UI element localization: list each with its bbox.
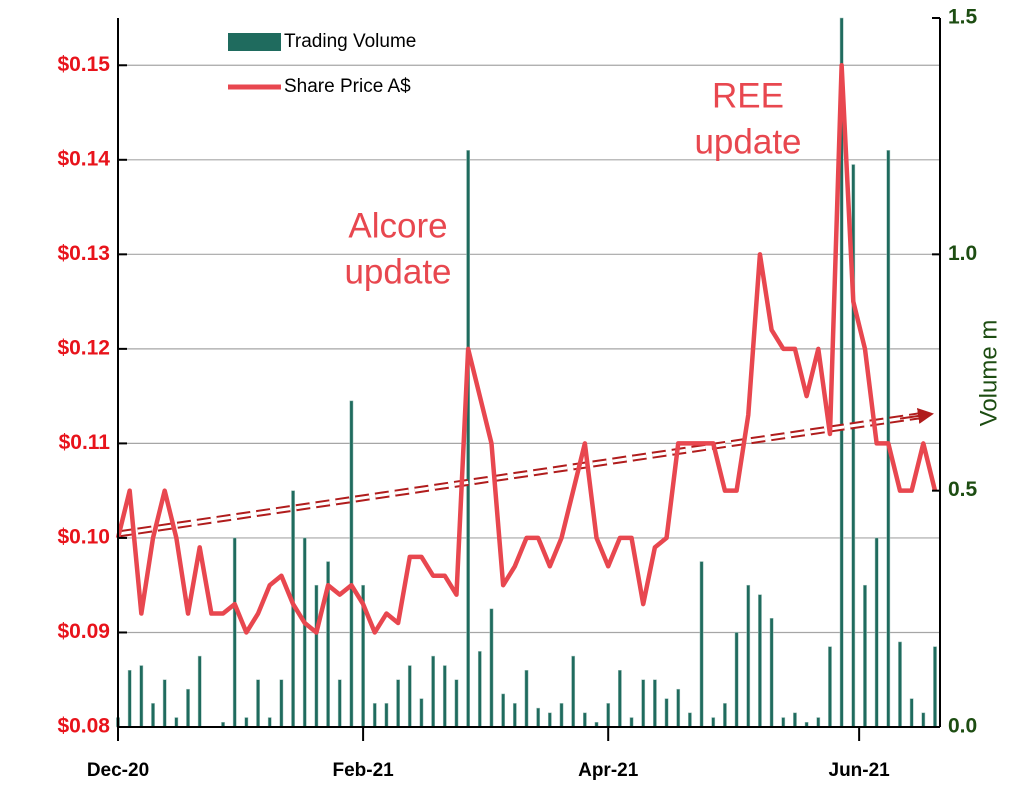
legend-label: Trading Volume — [284, 31, 416, 52]
volume-bar — [688, 712, 692, 728]
volume-bar — [477, 651, 482, 728]
legend-swatch — [228, 33, 281, 51]
volume-bar — [454, 679, 459, 728]
volume-bar — [127, 670, 132, 728]
annotation: update — [694, 122, 801, 161]
volume-bar — [396, 679, 400, 728]
volume-bar — [629, 717, 634, 728]
volume-bars — [116, 17, 937, 728]
volume-bar — [664, 698, 669, 728]
y-tick-label: $0.10 — [57, 525, 110, 548]
x-tick-label: Feb-21 — [332, 760, 394, 781]
volume-bar — [349, 400, 354, 728]
price-line-group — [115, 63, 938, 635]
y-tick-label: $0.13 — [57, 242, 110, 265]
volume-bar — [676, 688, 681, 728]
volume-bar — [186, 688, 190, 728]
volume-bar — [559, 703, 564, 728]
annotation: REE — [712, 76, 784, 115]
volume-bar — [174, 717, 179, 728]
volume-bar — [641, 679, 646, 728]
volume-bar — [874, 537, 879, 728]
volume-bar — [197, 655, 202, 728]
volume-bar — [583, 712, 587, 728]
volume-bar — [793, 712, 797, 728]
y-tick-label: $0.15 — [57, 53, 110, 76]
volume-bar — [816, 717, 821, 728]
volume-bar — [769, 618, 774, 728]
y2-tick-label: 0.0 — [948, 715, 977, 738]
y-tick-label: $0.14 — [57, 147, 110, 170]
y2-axis-label: Volume m — [975, 320, 1002, 427]
volume-bar — [431, 655, 435, 728]
volume-bar — [909, 698, 914, 728]
volume-bar — [512, 703, 517, 728]
volume-bar — [723, 703, 727, 728]
volume-bar — [162, 679, 167, 728]
volume-bar — [372, 703, 377, 728]
volume-bar — [244, 717, 249, 728]
volume-bar — [419, 698, 424, 728]
labels: $0.08 $0.09 $0.10 $0.11 $0.12 $0.13 $0.14 $0.15… — [57, 6, 977, 781]
y2-tick-label: 1.5 — [948, 6, 978, 29]
volume-bar — [571, 655, 576, 728]
volume-bar — [828, 646, 832, 728]
volume-bar — [886, 150, 891, 728]
volume-bar — [536, 707, 541, 728]
volume-bar — [501, 693, 506, 728]
volume-bar — [898, 641, 902, 728]
y2-tick-label: 1.0 — [948, 242, 977, 265]
volume-bar — [781, 717, 786, 728]
volume-bar — [279, 679, 284, 728]
x-tick-label: Jun-21 — [829, 760, 891, 781]
y-tick-label: $0.08 — [57, 715, 110, 738]
annotation: Alcore — [348, 206, 447, 245]
volume-bar — [314, 584, 319, 728]
volume-bar — [466, 150, 470, 728]
volume-bar — [618, 670, 622, 728]
volume-bar — [302, 537, 307, 728]
volume-bar — [734, 632, 739, 728]
volume-bar — [442, 665, 447, 728]
volume-bar — [758, 594, 762, 728]
volume-bar — [863, 584, 867, 728]
volume-bar — [711, 717, 716, 728]
volume-bar — [151, 703, 155, 728]
y-tick-label: $0.11 — [59, 431, 111, 454]
x-tick-label: Dec-20 — [87, 760, 149, 781]
annotation: update — [344, 252, 451, 291]
volume-bar — [407, 665, 412, 728]
volume-bar — [653, 679, 657, 728]
x-tick-label: Apr-21 — [578, 760, 639, 781]
legend-label: Share Price A$ — [284, 76, 411, 97]
grid — [118, 64, 940, 728]
price-line — [115, 63, 938, 635]
volume-bar — [606, 703, 611, 728]
y-tick-label: $0.09 — [57, 620, 110, 643]
volume-bar — [256, 679, 260, 728]
volume-bar — [699, 561, 704, 728]
trend-arrow-inner — [117, 413, 926, 536]
volume-bar — [547, 712, 552, 728]
volume-bar — [232, 537, 237, 728]
volume-bar — [337, 679, 342, 728]
volume-bar — [384, 703, 389, 728]
trend-arrow-head — [899, 408, 934, 424]
volume-bar — [524, 670, 529, 728]
volume-bar — [933, 646, 937, 728]
volume-bar — [267, 717, 272, 728]
volume-bar — [489, 608, 494, 728]
y2-tick-label: 0.5 — [948, 478, 978, 501]
volume-bar — [921, 712, 926, 728]
volume-bar — [139, 665, 144, 728]
volume-bar — [746, 584, 751, 728]
axes — [117, 17, 941, 741]
y-tick-label: $0.12 — [57, 336, 110, 359]
